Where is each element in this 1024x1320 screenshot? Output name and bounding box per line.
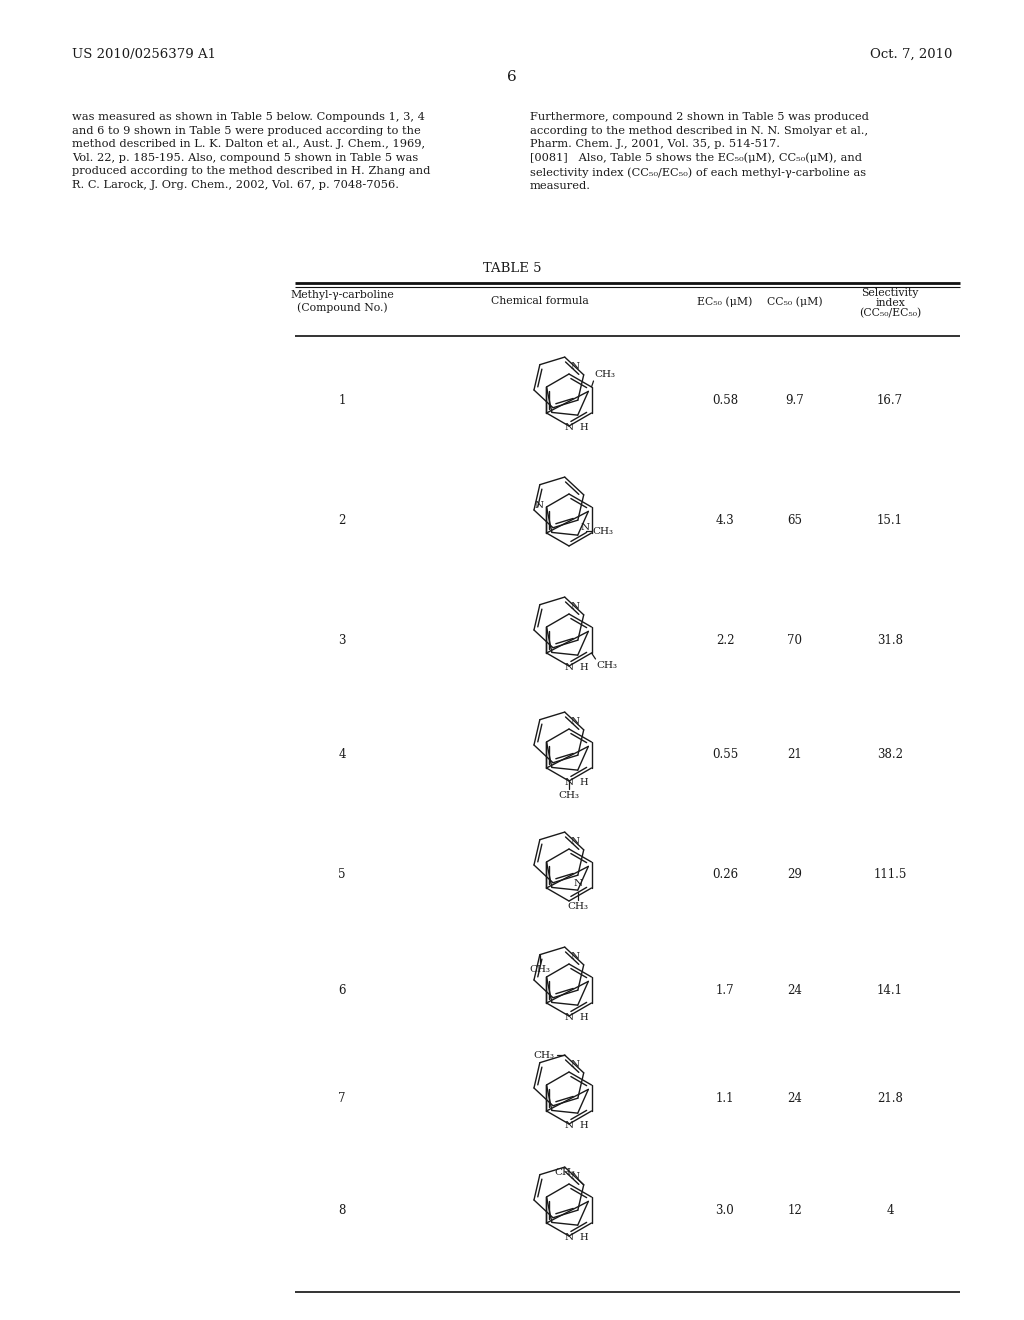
Text: 8: 8 [338, 1204, 346, 1217]
Text: Selectivity: Selectivity [861, 288, 919, 298]
Text: 21: 21 [787, 748, 803, 762]
Text: 21.8: 21.8 [878, 1092, 903, 1105]
Text: 38.2: 38.2 [877, 748, 903, 762]
Text: 3: 3 [338, 634, 346, 647]
Text: Oct. 7, 2010: Oct. 7, 2010 [869, 48, 952, 61]
Text: CH₃: CH₃ [567, 902, 588, 911]
Text: 70: 70 [787, 634, 803, 647]
Text: 0.58: 0.58 [712, 393, 738, 407]
Text: 111.5: 111.5 [873, 869, 906, 882]
Text: 65: 65 [787, 513, 803, 527]
Text: Methyl-γ-carboline: Methyl-γ-carboline [290, 290, 394, 300]
Text: N: N [535, 500, 544, 510]
Text: N: N [571, 602, 581, 611]
Text: N: N [581, 523, 590, 532]
Text: CC₅₀ (μM): CC₅₀ (μM) [767, 296, 823, 306]
Text: N: N [571, 362, 581, 371]
Text: 2: 2 [338, 513, 346, 527]
Text: N: N [571, 952, 581, 961]
Text: 4: 4 [338, 748, 346, 762]
Text: 1.1: 1.1 [716, 1092, 734, 1105]
Text: (Compound No.): (Compound No.) [297, 302, 387, 313]
Text: H: H [580, 1014, 589, 1022]
Text: 5: 5 [338, 869, 346, 882]
Text: TABLE 5: TABLE 5 [482, 261, 542, 275]
Text: 4.3: 4.3 [716, 513, 734, 527]
Text: 1.7: 1.7 [716, 983, 734, 997]
Text: CH₃: CH₃ [595, 370, 615, 379]
Text: 1: 1 [338, 393, 346, 407]
Text: EC₅₀ (μM): EC₅₀ (μM) [697, 296, 753, 306]
Text: 15.1: 15.1 [877, 513, 903, 527]
Text: 12: 12 [787, 1204, 803, 1217]
Text: N: N [571, 837, 581, 846]
Text: 16.7: 16.7 [877, 393, 903, 407]
Text: N: N [564, 1014, 573, 1022]
Text: N: N [564, 1233, 573, 1242]
Text: N: N [573, 879, 583, 888]
Text: 31.8: 31.8 [877, 634, 903, 647]
Text: H: H [580, 663, 589, 672]
Text: N: N [564, 779, 573, 787]
Text: H: H [580, 1233, 589, 1242]
Text: 2.2: 2.2 [716, 634, 734, 647]
Text: Furthermore, compound 2 shown in Table 5 was produced
according to the method de: Furthermore, compound 2 shown in Table 5… [530, 112, 869, 191]
Text: 14.1: 14.1 [877, 983, 903, 997]
Text: was measured as shown in Table 5 below. Compounds 1, 3, 4
and 6 to 9 shown in Ta: was measured as shown in Table 5 below. … [72, 112, 430, 190]
Text: Chemical formula: Chemical formula [492, 296, 589, 306]
Text: H: H [580, 779, 589, 787]
Text: N: N [564, 663, 573, 672]
Text: N: N [564, 1121, 573, 1130]
Text: N: N [571, 1060, 581, 1069]
Text: CH₃: CH₃ [593, 527, 613, 536]
Text: US 2010/0256379 A1: US 2010/0256379 A1 [72, 48, 216, 61]
Text: CH₃: CH₃ [529, 965, 550, 974]
Text: 29: 29 [787, 869, 803, 882]
Text: 6: 6 [507, 70, 517, 84]
Text: 0.55: 0.55 [712, 748, 738, 762]
Text: 4: 4 [886, 1204, 894, 1217]
Text: index: index [876, 298, 905, 308]
Text: N: N [564, 424, 573, 432]
Text: 0.26: 0.26 [712, 869, 738, 882]
Text: 3.0: 3.0 [716, 1204, 734, 1217]
Text: 7: 7 [338, 1092, 346, 1105]
Text: H: H [580, 424, 589, 432]
Text: 24: 24 [787, 1092, 803, 1105]
Text: N: N [571, 1172, 581, 1181]
Text: CH₃: CH₃ [555, 1168, 575, 1177]
Text: 6: 6 [338, 983, 346, 997]
Text: H: H [580, 1121, 589, 1130]
Text: CH₃: CH₃ [597, 661, 617, 671]
Text: 24: 24 [787, 983, 803, 997]
Text: CH₃: CH₃ [558, 791, 580, 800]
Text: N: N [571, 717, 581, 726]
Text: (CC₅₀/EC₅₀): (CC₅₀/EC₅₀) [859, 308, 922, 318]
Text: CH₃: CH₃ [534, 1051, 555, 1060]
Text: 9.7: 9.7 [785, 393, 805, 407]
